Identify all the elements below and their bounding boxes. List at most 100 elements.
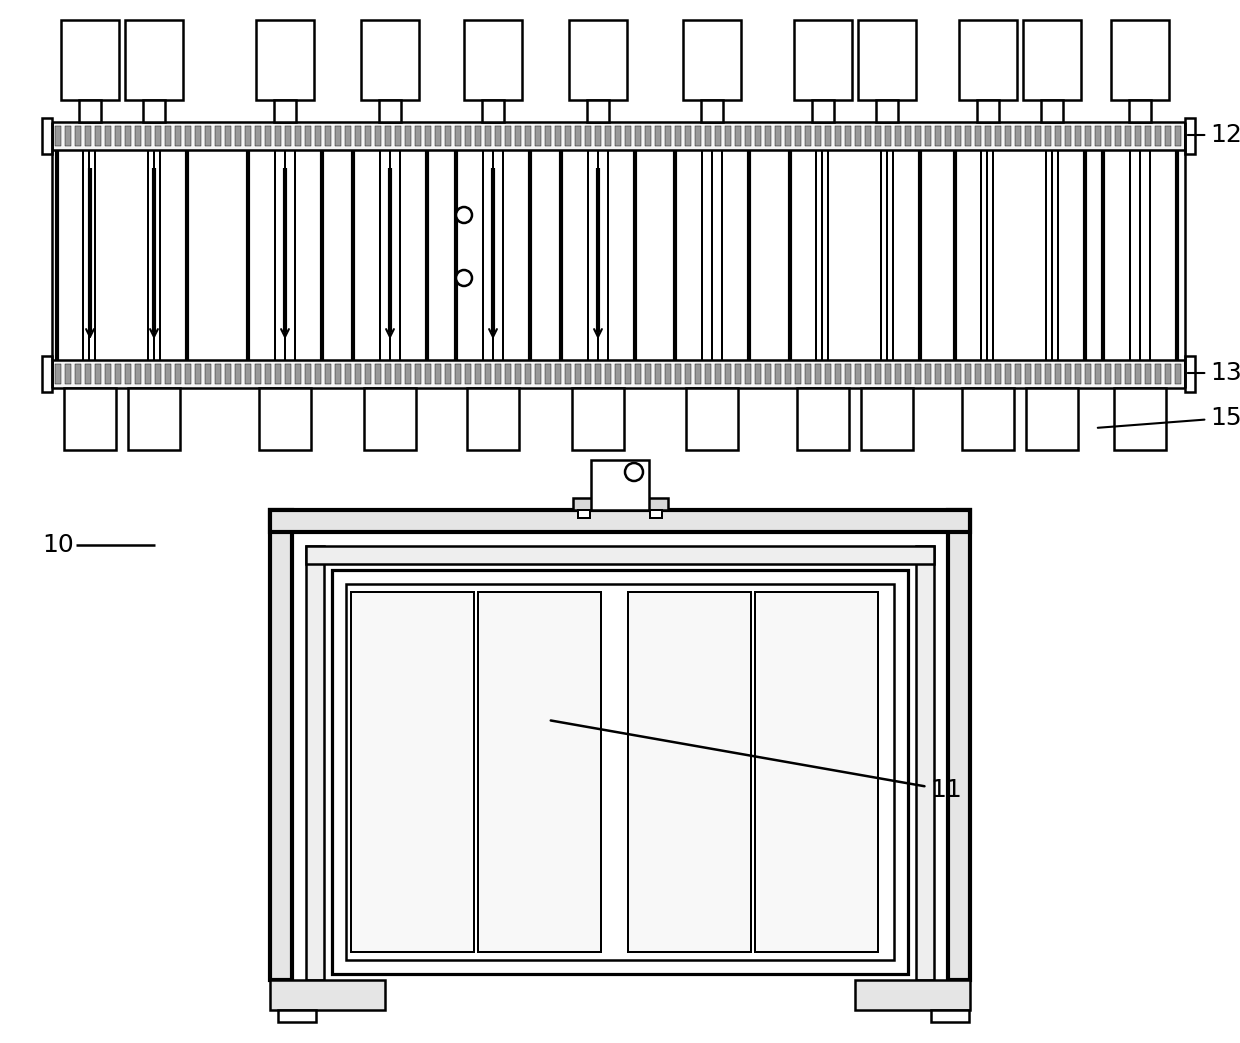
Bar bbox=[605, 364, 611, 384]
Bar bbox=[755, 592, 878, 952]
Bar bbox=[1105, 364, 1111, 384]
Bar bbox=[345, 364, 351, 384]
Bar bbox=[1125, 364, 1131, 384]
Bar bbox=[61, 20, 119, 100]
Bar bbox=[785, 126, 791, 146]
Bar bbox=[1023, 20, 1081, 100]
Bar bbox=[525, 126, 531, 146]
Circle shape bbox=[456, 270, 472, 286]
Bar bbox=[595, 364, 601, 384]
Bar bbox=[856, 980, 970, 1010]
Bar bbox=[858, 20, 916, 100]
Bar bbox=[815, 364, 821, 384]
Bar bbox=[255, 364, 260, 384]
Bar bbox=[95, 364, 100, 384]
Bar bbox=[1154, 364, 1161, 384]
Bar bbox=[195, 364, 201, 384]
Text: 15: 15 bbox=[1097, 406, 1240, 430]
Bar bbox=[1035, 364, 1042, 384]
Bar bbox=[755, 126, 761, 146]
Bar bbox=[345, 126, 351, 146]
Bar bbox=[578, 510, 590, 518]
Bar bbox=[435, 364, 441, 384]
Bar bbox=[775, 364, 781, 384]
Bar bbox=[534, 126, 541, 146]
Bar bbox=[515, 364, 521, 384]
Bar bbox=[805, 126, 811, 146]
Bar bbox=[64, 388, 117, 450]
Bar bbox=[844, 126, 851, 146]
Bar bbox=[915, 364, 921, 384]
Bar bbox=[1166, 126, 1171, 146]
Bar bbox=[1045, 364, 1052, 384]
Bar bbox=[495, 126, 501, 146]
Bar bbox=[627, 592, 751, 952]
Bar bbox=[495, 364, 501, 384]
Bar bbox=[52, 122, 1185, 150]
Bar bbox=[569, 20, 627, 100]
Bar bbox=[465, 364, 471, 384]
Bar bbox=[332, 571, 908, 974]
Bar bbox=[455, 364, 461, 384]
Bar bbox=[165, 126, 171, 146]
Bar bbox=[645, 364, 651, 384]
Bar bbox=[1016, 126, 1021, 146]
Bar bbox=[485, 364, 491, 384]
Bar bbox=[175, 126, 181, 146]
Bar bbox=[725, 126, 732, 146]
Bar bbox=[295, 126, 301, 146]
Bar bbox=[844, 364, 851, 384]
Bar bbox=[86, 126, 91, 146]
Bar bbox=[694, 364, 701, 384]
Bar bbox=[805, 364, 811, 384]
Bar bbox=[325, 364, 331, 384]
Bar bbox=[885, 126, 892, 146]
Bar bbox=[1125, 126, 1131, 146]
Bar bbox=[635, 364, 641, 384]
Bar bbox=[185, 364, 191, 384]
Bar bbox=[361, 20, 419, 100]
Bar bbox=[64, 364, 71, 384]
Bar bbox=[246, 126, 250, 146]
Bar bbox=[795, 126, 801, 146]
Bar bbox=[675, 126, 681, 146]
Bar bbox=[765, 364, 771, 384]
Bar bbox=[794, 20, 852, 100]
Bar bbox=[916, 545, 934, 980]
Bar bbox=[455, 126, 461, 146]
Bar bbox=[1105, 126, 1111, 146]
Bar bbox=[295, 364, 301, 384]
Bar bbox=[482, 100, 503, 122]
Bar bbox=[949, 510, 970, 980]
Bar bbox=[1115, 364, 1121, 384]
Bar bbox=[965, 364, 971, 384]
Bar bbox=[306, 545, 934, 564]
Bar bbox=[835, 364, 841, 384]
Bar bbox=[775, 126, 781, 146]
Bar bbox=[1185, 118, 1195, 154]
Bar bbox=[1176, 364, 1180, 384]
Bar bbox=[205, 126, 211, 146]
Bar bbox=[575, 126, 582, 146]
Bar bbox=[115, 126, 122, 146]
Bar bbox=[546, 364, 551, 384]
Bar bbox=[355, 364, 361, 384]
Bar bbox=[374, 364, 381, 384]
Bar bbox=[725, 364, 732, 384]
Bar bbox=[505, 126, 511, 146]
Bar bbox=[755, 364, 761, 384]
Bar bbox=[55, 126, 61, 146]
Bar bbox=[895, 126, 901, 146]
Bar bbox=[573, 498, 668, 510]
Bar bbox=[396, 364, 401, 384]
Bar bbox=[572, 388, 624, 450]
Bar bbox=[195, 126, 201, 146]
Bar bbox=[605, 126, 611, 146]
Bar bbox=[467, 388, 520, 450]
Bar bbox=[335, 364, 341, 384]
Bar bbox=[236, 126, 241, 146]
Bar bbox=[683, 20, 742, 100]
Bar bbox=[42, 118, 52, 154]
Bar bbox=[384, 126, 391, 146]
Bar bbox=[270, 980, 384, 1010]
